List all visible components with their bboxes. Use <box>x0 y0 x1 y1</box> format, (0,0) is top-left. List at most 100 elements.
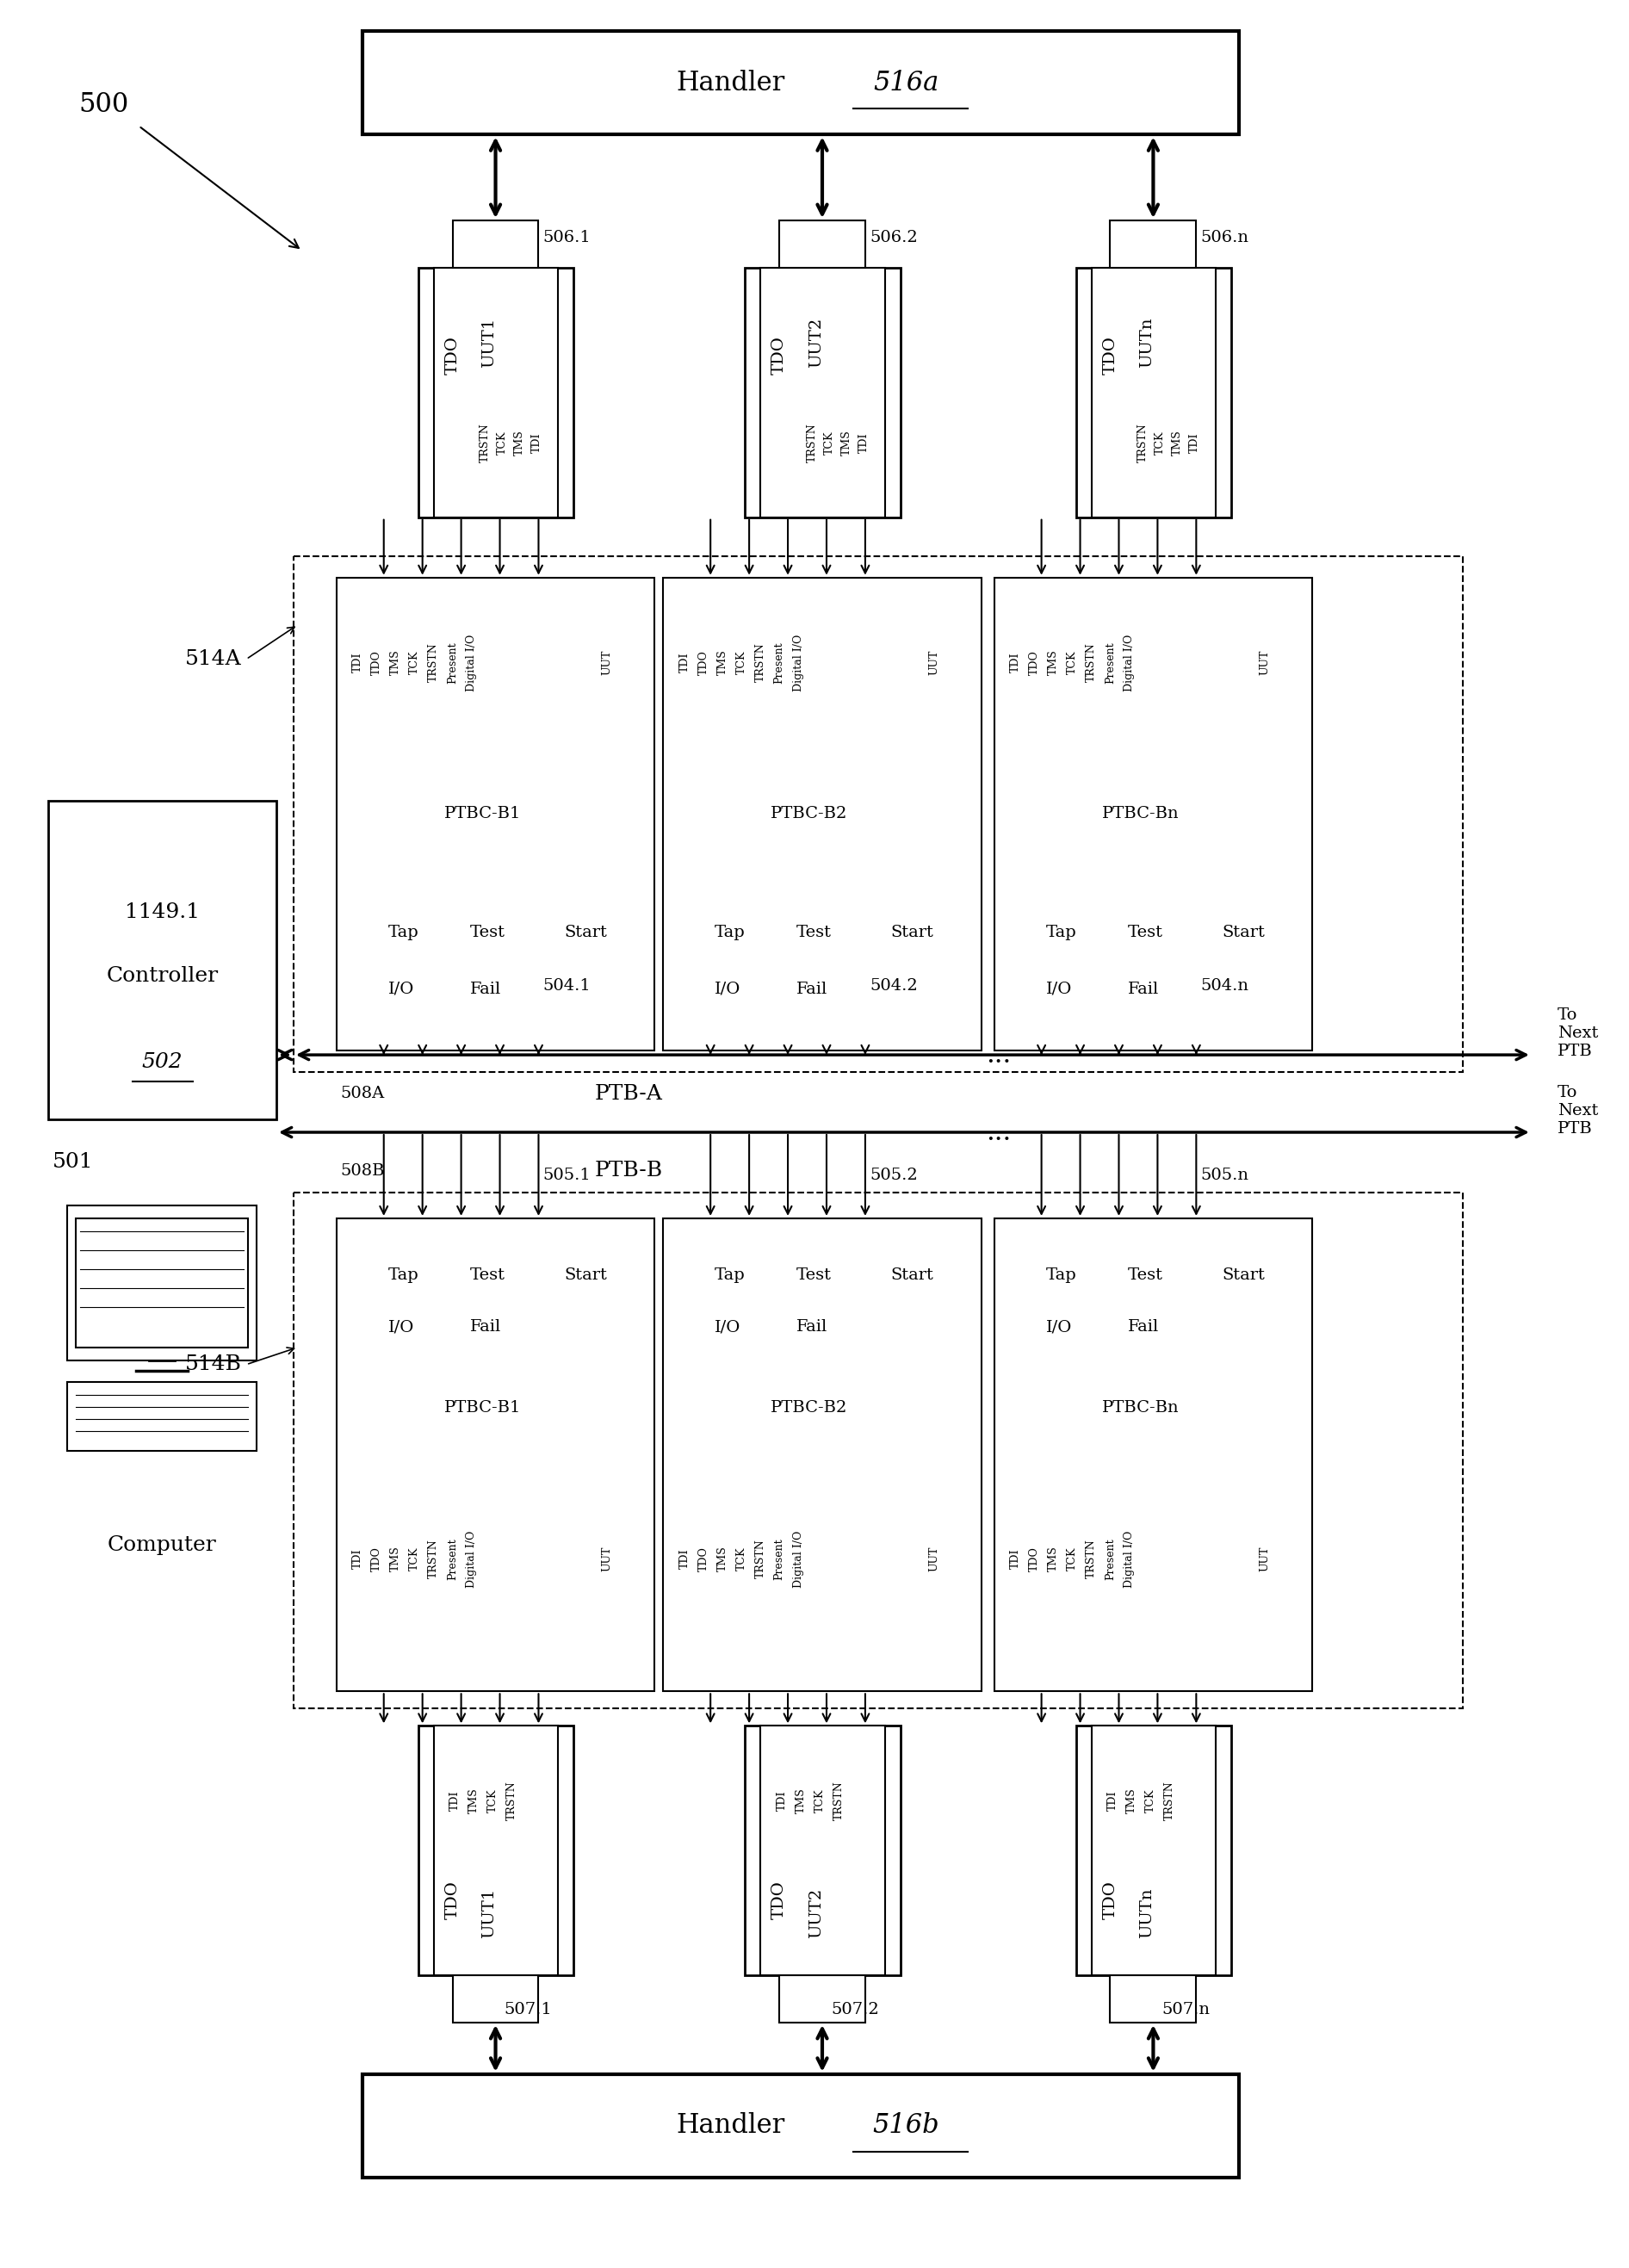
Text: TDO: TDO <box>772 1880 787 1919</box>
Text: TCK: TCK <box>1155 431 1166 454</box>
Bar <box>744 1726 901 1975</box>
Text: Handler: Handler <box>676 2112 785 2139</box>
Text: 514B: 514B <box>186 1354 243 1374</box>
Text: TCK: TCK <box>736 651 748 674</box>
Text: TMS: TMS <box>391 1547 401 1572</box>
Text: TRSTN: TRSTN <box>754 1540 766 1579</box>
Text: UUTn: UUTn <box>1139 1887 1155 1939</box>
Text: Test: Test <box>469 925 505 939</box>
Text: PTBC-B1: PTBC-B1 <box>445 1399 521 1415</box>
Text: I/O: I/O <box>388 982 414 998</box>
Text: 505.2: 505.2 <box>870 1168 917 1184</box>
Bar <box>663 1218 981 1692</box>
Text: TCK: TCK <box>1067 1547 1078 1572</box>
Text: TDI: TDI <box>531 433 542 454</box>
Bar <box>1075 268 1232 517</box>
Bar <box>293 556 1463 1073</box>
Text: TRSTN: TRSTN <box>1087 642 1096 683</box>
Text: TDI: TDI <box>450 1789 461 1810</box>
Text: TRSTN: TRSTN <box>428 1540 440 1579</box>
Text: TRSTN: TRSTN <box>754 642 766 683</box>
Text: TDI: TDI <box>679 1549 691 1569</box>
Text: Test: Test <box>797 925 832 939</box>
Text: TDO: TDO <box>1103 1880 1117 1919</box>
Text: TDO: TDO <box>772 336 787 374</box>
Text: Digital I/O: Digital I/O <box>793 1531 803 1588</box>
Bar <box>663 578 981 1050</box>
Bar <box>293 1193 1463 1708</box>
Text: UUT: UUT <box>601 1547 613 1572</box>
Bar <box>761 268 885 517</box>
Text: 505.n: 505.n <box>1201 1168 1249 1184</box>
Text: PTBC-Bn: PTBC-Bn <box>1101 1399 1179 1415</box>
Text: Tap: Tap <box>1046 925 1077 939</box>
Bar <box>67 1204 256 1361</box>
Text: TDI: TDI <box>858 433 870 454</box>
Text: TDO: TDO <box>1103 336 1117 374</box>
Text: Digital I/O: Digital I/O <box>1124 635 1135 692</box>
Text: TMS: TMS <box>1047 651 1059 676</box>
Text: TCK: TCK <box>736 1547 748 1572</box>
Text: TMS: TMS <box>841 429 852 456</box>
Text: 506.2: 506.2 <box>870 229 917 245</box>
Bar <box>744 268 901 517</box>
Text: TDO: TDO <box>371 1547 383 1572</box>
Text: Start: Start <box>1222 925 1266 939</box>
Text: I/O: I/O <box>1046 982 1072 998</box>
Bar <box>1091 1726 1215 1975</box>
Bar <box>433 268 559 517</box>
Text: TMS: TMS <box>469 1787 479 1814</box>
Text: ...: ... <box>986 1118 1012 1145</box>
Text: UUT2: UUT2 <box>808 318 824 367</box>
Text: TMS: TMS <box>1047 1547 1059 1572</box>
Bar <box>994 1218 1313 1692</box>
Text: Start: Start <box>564 925 608 939</box>
Text: 506.n: 506.n <box>1201 229 1249 245</box>
Text: UUT1: UUT1 <box>482 318 497 367</box>
Text: PTB-B: PTB-B <box>595 1161 663 1182</box>
Text: Start: Start <box>564 1268 608 1284</box>
Bar <box>337 1218 655 1692</box>
Bar <box>1075 1726 1232 1975</box>
Text: 504.n: 504.n <box>1201 978 1249 993</box>
Text: PTBC-Bn: PTBC-Bn <box>1101 807 1179 821</box>
Text: TCK: TCK <box>497 431 508 454</box>
Text: 1149.1: 1149.1 <box>125 903 200 923</box>
Text: TDO: TDO <box>1030 1547 1041 1572</box>
Text: Fail: Fail <box>797 982 828 998</box>
Text: Present: Present <box>1104 1538 1116 1581</box>
Text: TDO: TDO <box>1030 651 1041 676</box>
Text: Present: Present <box>446 1538 458 1581</box>
Text: Computer: Computer <box>108 1535 217 1556</box>
Text: TDI: TDI <box>1189 433 1201 454</box>
Text: TDO: TDO <box>697 1547 709 1572</box>
Text: Fail: Fail <box>1127 982 1158 998</box>
Text: I/O: I/O <box>388 1320 414 1336</box>
Bar <box>77 1218 248 1347</box>
Text: TDI: TDI <box>679 653 691 674</box>
Text: TMS: TMS <box>391 651 401 676</box>
Text: TRSTN: TRSTN <box>507 1780 518 1821</box>
Text: UUT2: UUT2 <box>808 1887 824 1937</box>
Bar <box>337 578 655 1050</box>
Text: To
Next
PTB: To Next PTB <box>1557 1007 1598 1059</box>
Text: TMS: TMS <box>795 1787 806 1814</box>
Bar <box>419 1726 573 1975</box>
Text: 508A: 508A <box>340 1086 384 1102</box>
Text: Handler: Handler <box>676 70 785 95</box>
Text: Present: Present <box>446 642 458 683</box>
Text: 506.1: 506.1 <box>542 229 591 245</box>
Text: TDO: TDO <box>697 651 709 676</box>
Text: TMS: TMS <box>1126 1787 1137 1814</box>
Text: Fail: Fail <box>1127 1320 1158 1336</box>
Text: TCK: TCK <box>1145 1789 1157 1812</box>
Text: Tap: Tap <box>715 1268 746 1284</box>
Text: Test: Test <box>1127 1268 1163 1284</box>
Text: TDI: TDI <box>1010 1549 1021 1569</box>
Text: 504.1: 504.1 <box>542 978 591 993</box>
Text: TMS: TMS <box>515 429 525 456</box>
Text: Controller: Controller <box>106 966 218 987</box>
Text: Fail: Fail <box>469 1320 502 1336</box>
Text: TCK: TCK <box>409 651 420 674</box>
Text: 502: 502 <box>142 1052 182 1073</box>
